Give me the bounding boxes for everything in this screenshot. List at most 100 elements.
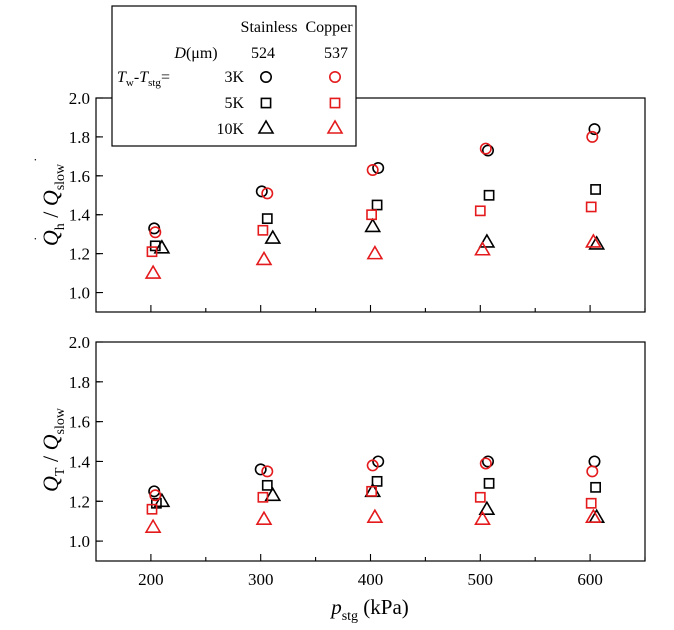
bottom-y-tick-label: 2.0 <box>69 333 90 352</box>
top-x-ticks <box>150 305 646 312</box>
bottom-copper-circle-point <box>261 465 274 478</box>
bottom-stainless-square-point <box>483 477 495 489</box>
top-stainless-circle-point <box>481 144 494 157</box>
bottom-data-marks <box>144 455 606 533</box>
bottom-stainless-square-point <box>371 475 383 487</box>
bottom-stainless-square-point <box>590 481 601 493</box>
top-stainless-triangle-point <box>478 233 496 248</box>
bottom-copper-triangle-point <box>585 508 602 524</box>
top-y-tick-label: 1.4 <box>69 206 91 225</box>
bottom-y-tick-label: 1.6 <box>69 413 90 432</box>
top-y-axis-label: Qh / Qslow <box>38 163 68 246</box>
legend-temperature-label: Tw-Tstg= <box>117 69 170 89</box>
top-stainless-circle-point <box>372 162 385 175</box>
legend-copper-circle-marker <box>328 71 341 84</box>
legend-col-copper: Copper <box>305 19 353 36</box>
top-y-tick-label: 1.0 <box>69 284 90 303</box>
legend-row-10k: 10K <box>216 121 244 138</box>
legend-markers <box>257 71 344 134</box>
bottom-y-tick-label: 1.0 <box>69 532 90 551</box>
top-copper-square-point <box>257 224 269 236</box>
bottom-copper-circle-point <box>149 489 162 502</box>
bottom-stainless-circle-point <box>588 455 601 468</box>
bottom-y-axis-label: QT / Qslow <box>38 407 68 492</box>
top-copper-circle-point <box>586 130 599 143</box>
top-stainless-square-point <box>483 189 495 201</box>
legend-row-5k: 5K <box>224 95 244 112</box>
bottom-copper-square-point <box>366 485 377 497</box>
top-panel: 1.0 1.2 1.4 1.6 1.8 2.0 Qh / Qslow ˙ ˙ <box>33 89 646 313</box>
top-copper-circle-point <box>479 142 492 155</box>
bottom-copper-triangle-point <box>366 508 384 524</box>
top-stainless-square-point <box>261 213 273 225</box>
top-y-ticks: 1.0 1.2 1.4 1.6 1.8 2.0 <box>69 89 103 303</box>
bottom-y-ticks: 1.0 1.2 1.4 1.6 1.8 2.0 <box>69 333 103 551</box>
top-stainless-triangle-point <box>153 239 171 254</box>
top-copper-triangle-point <box>255 250 273 266</box>
legend-d-label: D(μm) <box>173 45 217 62</box>
x-tick-label: 600 <box>577 570 603 589</box>
bottom-x-ticks: 200 300 400 500 600 <box>138 554 646 589</box>
legend-d-stainless: 524 <box>251 45 275 62</box>
top-y-label-dot-2: ˙ <box>33 157 38 172</box>
legend-row-3k: 3K <box>224 69 244 86</box>
top-stainless-square-point <box>149 240 161 252</box>
top-copper-square-point <box>474 205 486 217</box>
x-tick-label: 200 <box>138 570 164 589</box>
legend-stainless-triangle-marker <box>257 119 275 134</box>
bottom-y-tick-label: 1.4 <box>69 452 91 471</box>
x-axis-label: pstg (kPa) <box>329 595 409 624</box>
top-stainless-triangle-point <box>364 217 382 233</box>
top-data-marks <box>144 123 606 279</box>
top-y-tick-label: 2.0 <box>69 89 90 108</box>
top-copper-triangle-point <box>474 241 491 256</box>
top-copper-circle-point <box>149 226 162 239</box>
bottom-y-tick-label: 1.2 <box>69 492 90 511</box>
top-y-label-dot-1: ˙ <box>33 236 38 251</box>
bottom-stainless-circle-point <box>481 455 494 468</box>
legend-col-stainless: Stainless <box>241 19 298 36</box>
bottom-plot-frame <box>95 341 646 562</box>
legend-copper-triangle-marker <box>326 119 344 134</box>
legend-copper-square-marker <box>329 97 341 109</box>
top-stainless-triangle-point <box>264 229 282 244</box>
top-y-tick-label: 1.2 <box>69 245 90 264</box>
bottom-copper-square-point <box>585 497 597 509</box>
legend-d-copper: 537 <box>324 45 348 62</box>
top-copper-triangle-point <box>144 264 162 279</box>
bottom-stainless-square-point <box>261 479 273 491</box>
top-copper-square-point <box>366 209 377 221</box>
top-stainless-square-point <box>590 184 601 195</box>
legend-stainless-circle-marker <box>259 71 272 84</box>
bottom-copper-circle-point <box>586 465 599 478</box>
bottom-stainless-circle-point <box>254 463 267 476</box>
bottom-copper-triangle-point <box>474 510 491 525</box>
bottom-copper-circle-point <box>366 459 379 472</box>
legend-box <box>111 5 357 147</box>
bottom-copper-triangle-point <box>144 518 162 533</box>
top-stainless-triangle-point <box>588 235 606 250</box>
legend: Stainless Copper D(μm) 524 537 Tw-Tstg= … <box>111 5 357 147</box>
bottom-copper-triangle-point <box>255 510 273 525</box>
bottom-y-tick-label: 1.8 <box>69 373 90 392</box>
bottom-copper-circle-point <box>479 457 492 470</box>
top-stainless-circle-point <box>255 185 268 198</box>
top-y-tick-label: 1.8 <box>69 128 90 147</box>
x-tick-label: 400 <box>358 570 384 589</box>
bottom-panel: 1.0 1.2 1.4 1.6 1.8 2.0 200 300 400 500 600 QT / … <box>38 333 646 624</box>
top-copper-triangle-point <box>585 233 602 248</box>
x-tick-label: 300 <box>248 570 274 589</box>
top-y-tick-label: 1.6 <box>69 167 90 186</box>
legend-stainless-square-marker <box>260 97 272 109</box>
bottom-copper-square-point <box>257 491 269 503</box>
top-copper-square-point <box>585 201 597 213</box>
top-stainless-circle-point <box>588 123 601 136</box>
top-stainless-square-point <box>371 199 383 211</box>
top-copper-circle-point <box>261 187 274 200</box>
bottom-copper-square-point <box>146 503 158 515</box>
x-tick-label: 500 <box>468 570 494 589</box>
top-copper-circle-point <box>366 163 379 176</box>
bottom-stainless-triangle-point <box>478 500 496 516</box>
top-copper-square-point <box>146 246 158 258</box>
